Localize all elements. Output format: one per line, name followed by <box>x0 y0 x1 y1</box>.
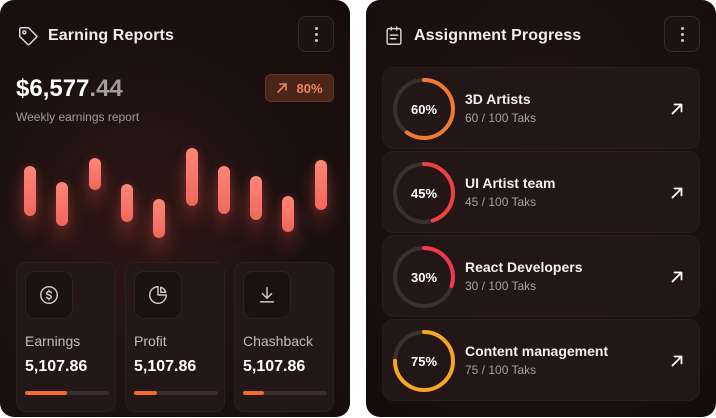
earnings-amount: $6,577.44 <box>16 75 123 103</box>
chart-bar <box>185 148 198 206</box>
chart-bar <box>314 160 327 210</box>
progress-percent: 60% <box>410 101 438 117</box>
progress-ring: 30% <box>391 244 457 310</box>
stat-value: 5,107.86 <box>134 358 197 375</box>
assignment-tasks: 60 / 100 Taks <box>465 111 537 125</box>
pie-chart-icon <box>134 271 182 319</box>
stat-progress-fill <box>134 391 157 395</box>
progress-percent: 30% <box>410 269 438 285</box>
chart-bar <box>282 196 295 232</box>
assignment-row[interactable]: 30% React Developers 30 / 100 Taks <box>382 235 700 317</box>
stat-label: Chashback <box>243 333 314 349</box>
stat-card-earnings[interactable]: Earnings 5,107.86 <box>16 262 116 412</box>
progress-percent: 45% <box>410 185 438 201</box>
clipboard-icon <box>382 24 406 48</box>
chart-bar <box>250 176 263 220</box>
assignment-tasks: 75 / 100 Taks <box>465 363 537 377</box>
stat-value: 5,107.86 <box>243 358 306 375</box>
assignment-name: UI Artist team <box>465 175 556 191</box>
growth-badge: 80% <box>265 74 334 102</box>
chart-bar <box>24 166 36 216</box>
arrow-up-right-icon[interactable] <box>667 351 687 371</box>
stat-progress-track <box>134 391 218 395</box>
stat-progress-track <box>243 391 327 395</box>
earning-menu-button[interactable] <box>298 16 334 52</box>
chart-bar <box>56 182 69 226</box>
download-icon <box>243 271 291 319</box>
assignment-row[interactable]: 60% 3D Artists 60 / 100 Taks <box>382 67 700 149</box>
assignment-name: 3D Artists <box>465 91 531 107</box>
earning-reports-card: Earning Reports $6,577.44 Weekly earning… <box>0 0 350 417</box>
chart-bar <box>153 199 166 238</box>
assignment-tasks: 30 / 100 Taks <box>465 279 537 293</box>
more-vertical-icon <box>680 26 684 30</box>
progress-ring: 75% <box>391 328 457 394</box>
progress-percent: 75% <box>410 353 438 369</box>
amount-decimal: .44 <box>89 75 123 102</box>
progress-ring: 45% <box>391 160 457 226</box>
assignment-progress-title: Assignment Progress <box>414 27 582 44</box>
arrow-up-right-icon[interactable] <box>667 99 687 119</box>
assignment-name: React Developers <box>465 259 583 275</box>
stat-card-cashback[interactable]: Chashback 5,107.86 <box>234 262 334 412</box>
amount-main: $6,577 <box>16 75 90 102</box>
stat-card-profit[interactable]: Profit 5,107.86 <box>125 262 225 412</box>
stat-value: 5,107.86 <box>25 358 88 375</box>
assignment-row[interactable]: 45% UI Artist team 45 / 100 Taks <box>382 151 700 233</box>
dollar-circle-icon <box>25 271 73 319</box>
assignment-progress-header: Assignment Progress <box>382 20 700 52</box>
arrow-up-right-icon[interactable] <box>667 183 687 203</box>
stat-progress-track <box>25 391 109 395</box>
arrow-up-right-icon <box>277 83 288 93</box>
more-vertical-icon <box>314 26 318 30</box>
stat-progress-fill <box>25 391 67 395</box>
earning-reports-title: Earning Reports <box>48 27 174 44</box>
assignment-tasks: 45 / 100 Taks <box>465 195 537 209</box>
tag-icon <box>16 24 40 48</box>
growth-value: 80% <box>296 80 323 96</box>
assignment-row[interactable]: 75% Content management 75 / 100 Taks <box>382 319 700 401</box>
stat-progress-fill <box>243 391 264 395</box>
earnings-subtitle: Weekly earnings report <box>16 110 140 124</box>
stat-label: Profit <box>134 333 167 349</box>
assignment-menu-button[interactable] <box>664 16 700 52</box>
progress-ring: 60% <box>391 76 457 142</box>
assignment-name: Content management <box>465 343 609 359</box>
chart-bar <box>217 166 230 214</box>
arrow-up-right-icon[interactable] <box>667 267 687 287</box>
chart-bar <box>88 158 101 190</box>
chart-bar <box>120 184 133 222</box>
earning-reports-header: Earning Reports <box>16 20 334 52</box>
stat-label: Earnings <box>25 333 81 349</box>
